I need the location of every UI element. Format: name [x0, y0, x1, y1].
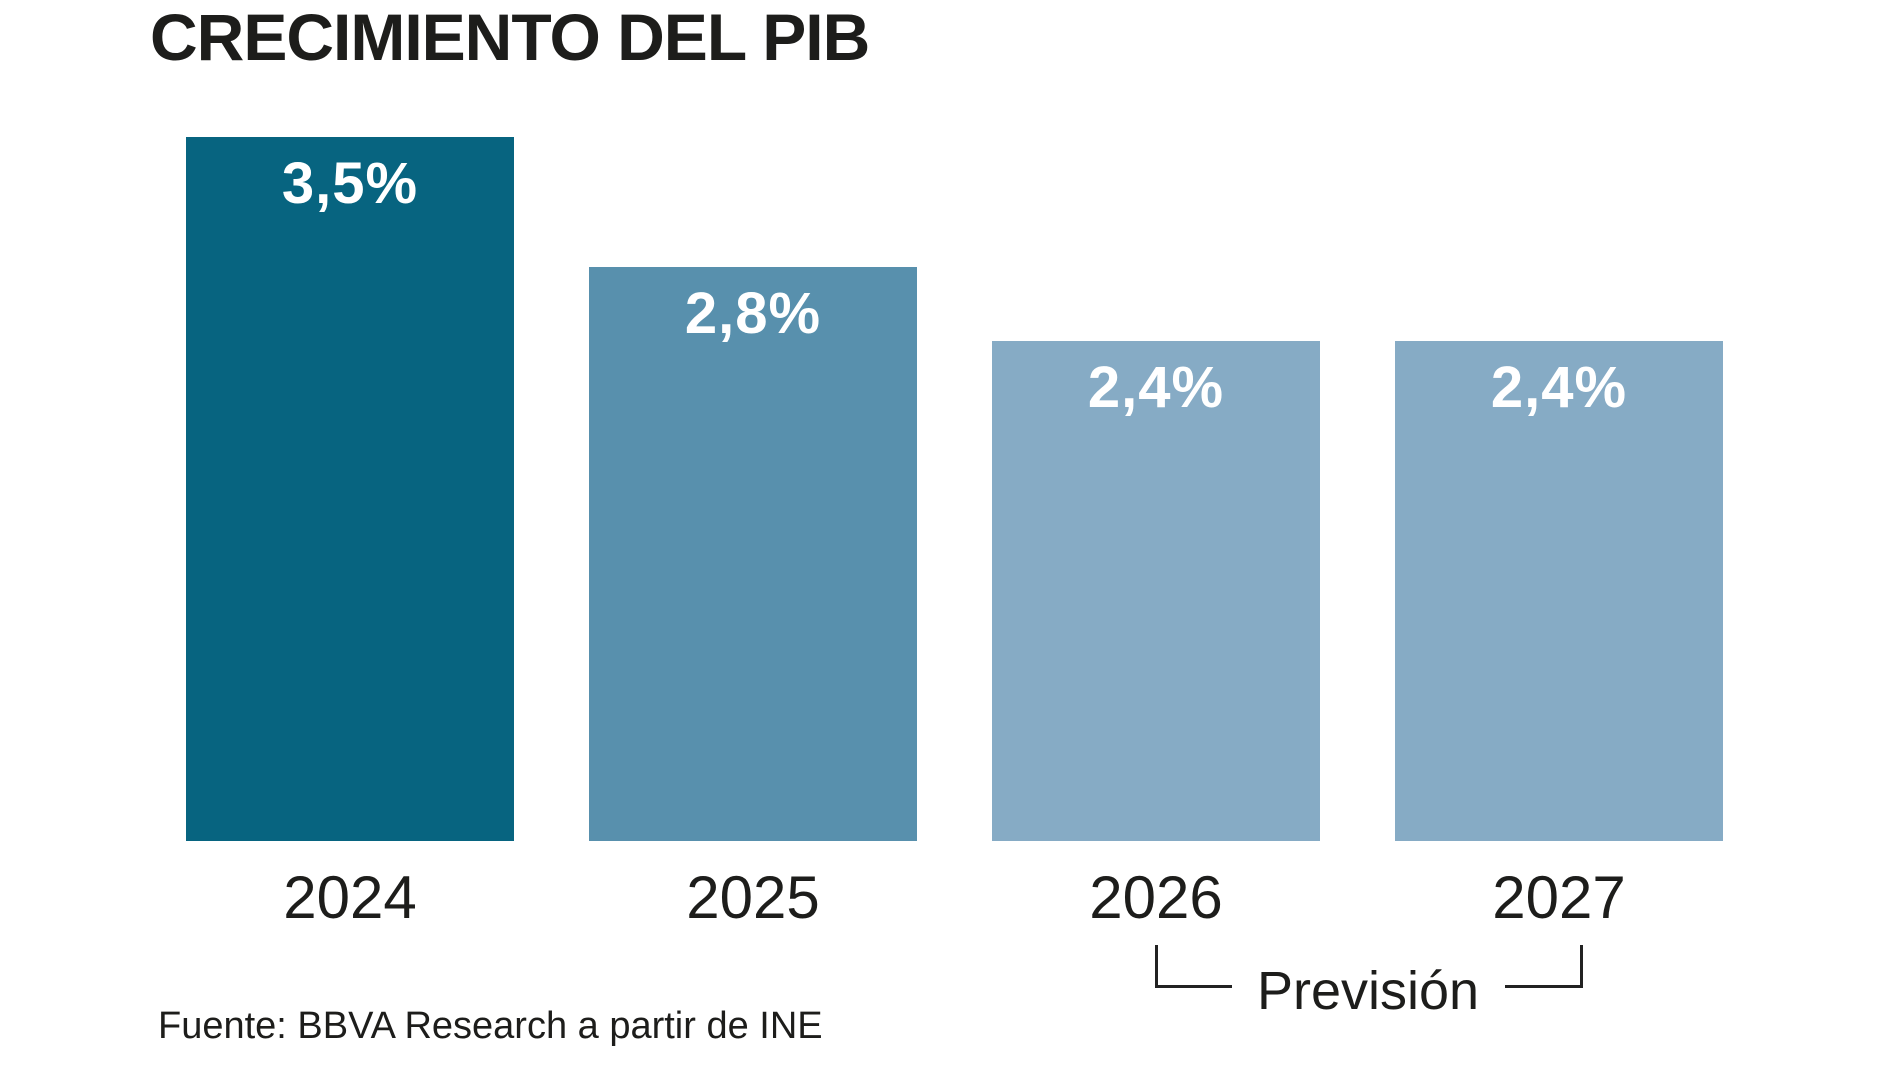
x-axis-label-2026: 2026 — [1089, 864, 1223, 931]
bar-value-label: 3,5% — [281, 151, 419, 216]
bar-value-label: 2,4% — [1087, 355, 1225, 420]
bar-value-label: 2,4% — [1490, 355, 1628, 420]
bar-2026: 2,4% — [992, 341, 1320, 841]
chart-title: CRECIMIENTO DEL PIB — [150, 0, 870, 74]
x-axis-label-2024: 2024 — [283, 864, 417, 931]
x-axis-label-2027: 2027 — [1492, 864, 1626, 931]
forecast-bracket-right-vertical — [1580, 945, 1583, 988]
forecast-bracket-left-vertical — [1155, 945, 1158, 988]
plot-area: 3,5% 2,8% 2,4% 2,4% — [186, 137, 1723, 841]
x-axis-label-2025: 2025 — [686, 864, 820, 931]
bar-2024: 3,5% — [186, 137, 514, 841]
source-note: Fuente: BBVA Research a partir de INE — [158, 1005, 823, 1047]
bar-value-label: 2,8% — [684, 281, 822, 346]
bar-2027: 2,4% — [1395, 341, 1723, 841]
forecast-bracket-right-horizontal — [1505, 985, 1583, 988]
x-axis: 2024 2025 2026 2027 — [186, 868, 1723, 928]
forecast-label: Previsión — [1256, 961, 1480, 1021]
forecast-bracket-left-horizontal — [1155, 985, 1232, 988]
bar-2025: 2,8% — [589, 267, 917, 841]
